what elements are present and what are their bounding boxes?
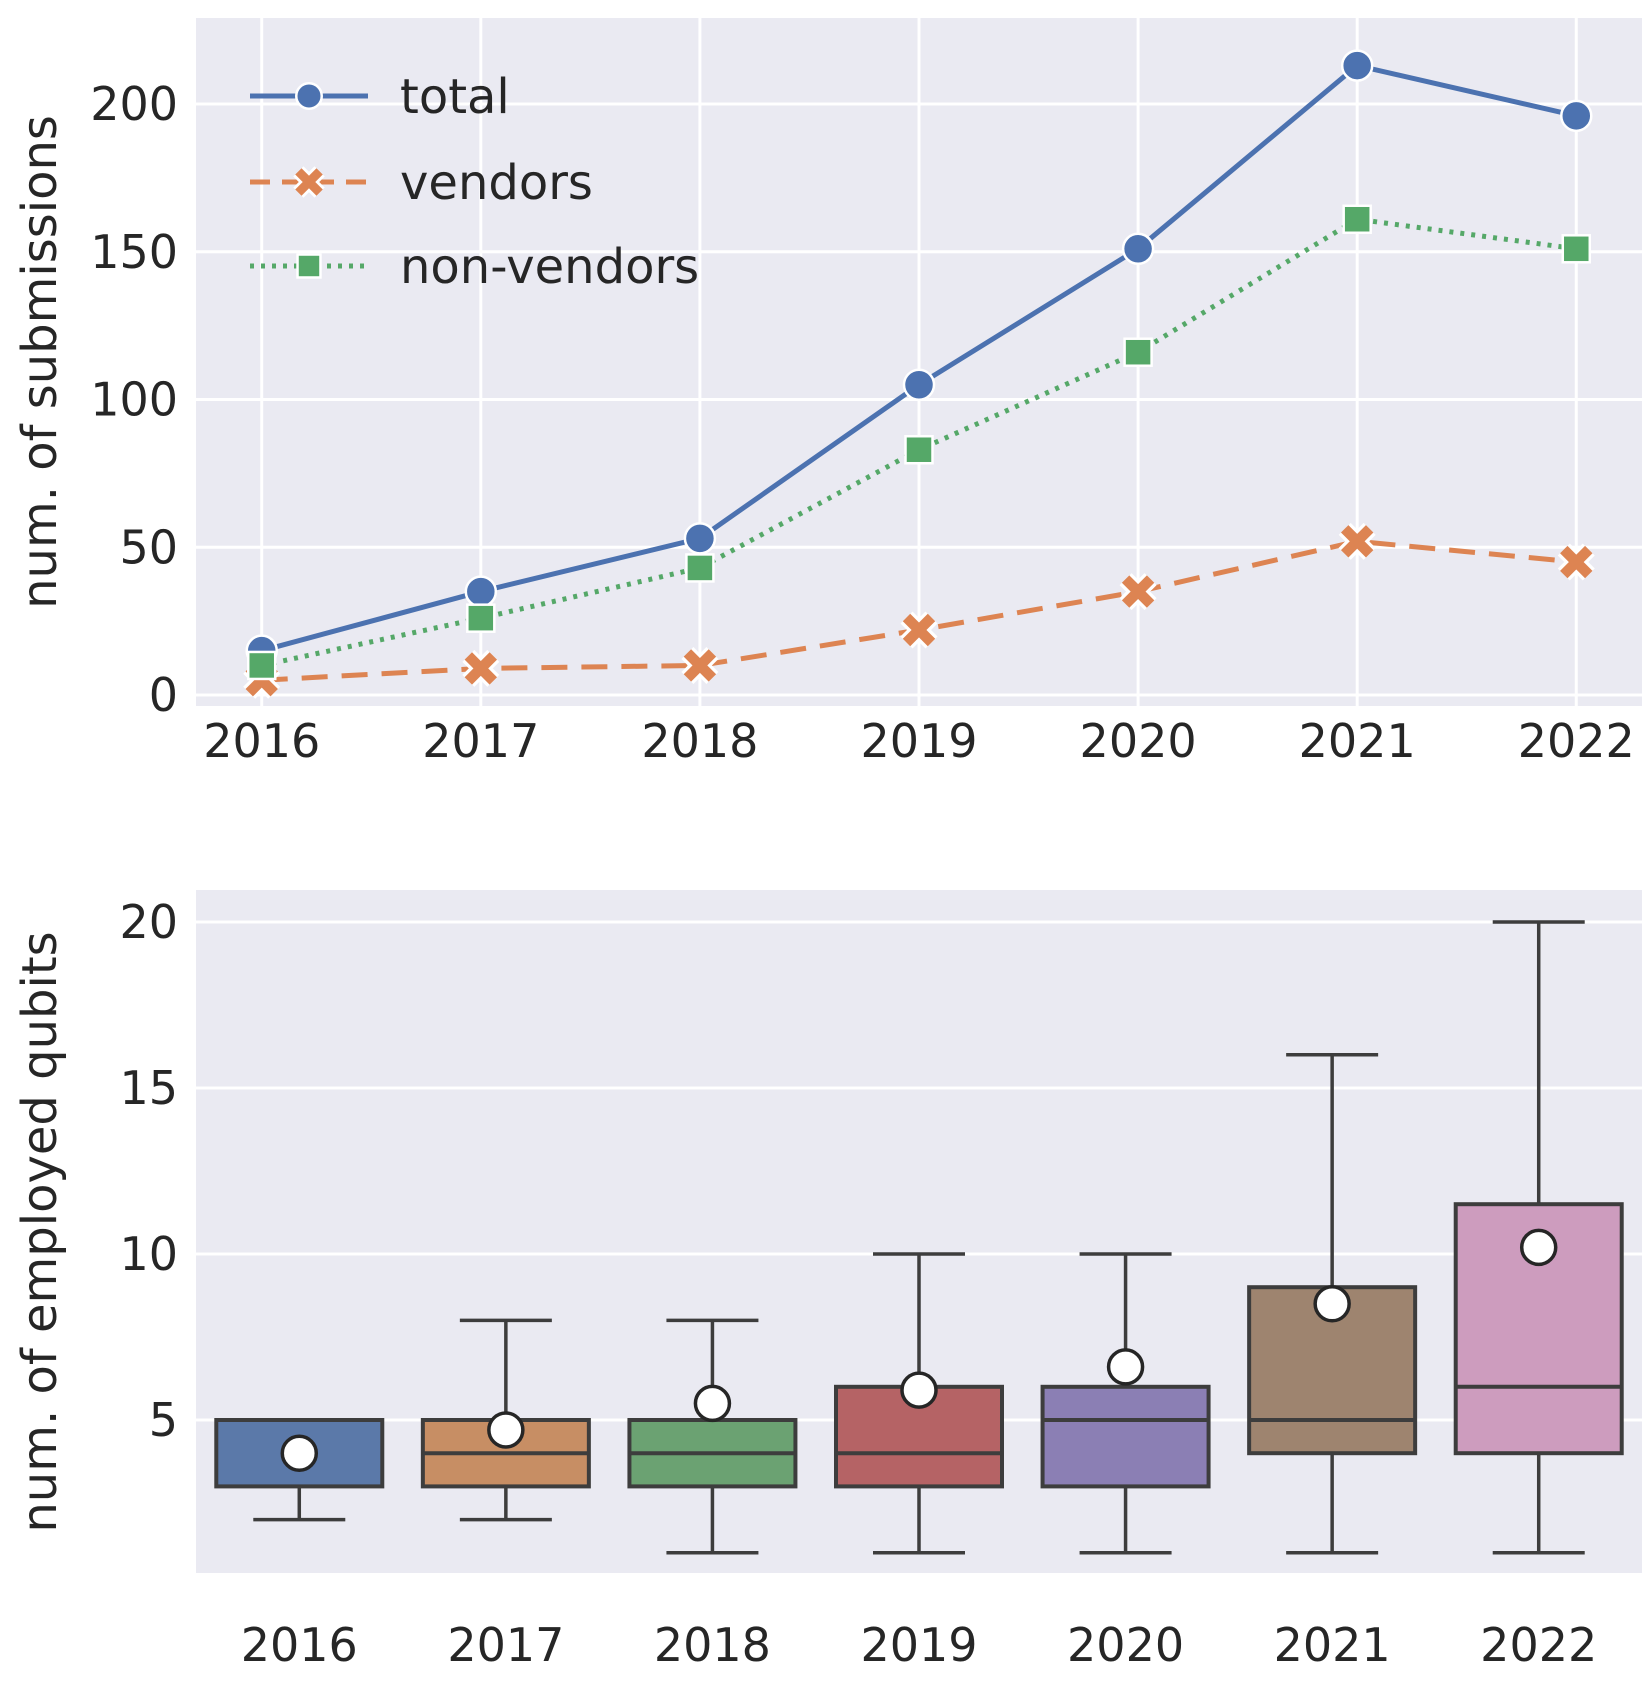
x-marker: [683, 649, 717, 682]
box-2019: [834, 1252, 1004, 1555]
x-tick-label: 2017: [447, 1618, 564, 1672]
legend-entry-non-vendors: non-vendors: [250, 239, 699, 295]
square-marker: [1561, 234, 1592, 264]
line-series: [243, 49, 1595, 699]
x-tick-label: 2022: [1518, 714, 1635, 768]
x-tick-label: 2019: [860, 1618, 977, 1672]
legend-label: vendors: [400, 155, 593, 211]
circle-marker: [1121, 232, 1155, 266]
x-tick-label: 2020: [1067, 1618, 1184, 1672]
x-tick-labels: 2016 2017 2018 2019 2020 2021 2022: [203, 714, 1635, 768]
qubits-box-chart: 5 10 15 20 2016 2017 2018 2019 2020 2021 2022 num…: [12, 890, 1642, 1672]
submissions-line-chart: 0 50 100 150 200 2016 2017 2018 2019 2020 2021 202…: [12, 18, 1642, 768]
legend-label: non-vendors: [400, 239, 699, 295]
x-marker: [1121, 575, 1155, 608]
square-marker: [685, 553, 715, 583]
y-tick-label: 10: [119, 1227, 178, 1281]
x-tick-label: 2021: [1299, 714, 1416, 768]
y-tick-label: 150: [90, 225, 178, 279]
box-2017: [420, 1318, 591, 1522]
x-marker: [295, 168, 323, 196]
circle-marker: [1560, 99, 1593, 133]
box-2018: [627, 1318, 798, 1555]
x-tick-label: 2017: [422, 714, 539, 768]
x-tick-label: 2018: [641, 714, 758, 768]
mean-marker: [693, 1384, 732, 1423]
x-marker: [1340, 525, 1374, 558]
x-tick-label: 2019: [860, 714, 977, 768]
square-marker: [1342, 204, 1372, 234]
legend-entry-vendors: vendors: [250, 155, 593, 211]
square-marker: [466, 603, 496, 633]
legend-entry-total: total: [250, 69, 510, 125]
square-marker: [246, 650, 277, 681]
x-tick-label: 2016: [203, 714, 320, 768]
x-marker: [1560, 545, 1593, 579]
circle-marker: [683, 522, 717, 555]
x-tick-label: 2022: [1480, 1618, 1597, 1672]
series-non-vendors: [246, 204, 1592, 681]
mean-marker: [1519, 1228, 1558, 1267]
mean-marker: [487, 1411, 525, 1449]
box-series: [214, 920, 1624, 1555]
mean-marker: [1313, 1285, 1351, 1323]
mean-marker: [900, 1371, 938, 1409]
legend-label: total: [400, 69, 510, 125]
y-tick-label: 100: [90, 373, 178, 427]
iqr-box: [1453, 1202, 1624, 1456]
square-marker: [904, 434, 934, 465]
circle-marker: [464, 575, 498, 608]
y-tick-label: 20: [119, 895, 178, 949]
y-tick-labels: 5 10 15 20: [119, 895, 178, 1447]
iqr-box: [1040, 1384, 1211, 1489]
y-tick-label: 50: [119, 520, 178, 574]
y-tick-label: 0: [149, 668, 178, 722]
circle-marker: [295, 82, 323, 110]
y-axis-label-submissions: num. of submissions: [12, 115, 68, 609]
x-marker: [902, 613, 936, 647]
x-tick-label: 2018: [654, 1618, 771, 1672]
box-2020: [1040, 1252, 1211, 1555]
square-marker: [296, 253, 322, 279]
box-2022: [1453, 920, 1624, 1555]
x-tick-label: 2020: [1080, 714, 1197, 768]
x-tick-label: 2016: [241, 1618, 358, 1672]
y-tick-labels: 0 50 100 150 200: [90, 77, 178, 722]
legend: total vendors non-vendors: [250, 69, 699, 295]
x-tick-labels: 2016 2017 2018 2019 2020 2021 2022: [241, 1618, 1598, 1672]
y-tick-label: 5: [149, 1393, 178, 1447]
mean-marker: [280, 1434, 319, 1472]
circle-marker: [902, 368, 936, 401]
y-axis-label-qubits: num. of employed qubits: [12, 931, 68, 1532]
y-tick-label: 15: [119, 1061, 178, 1115]
y-tick-label: 200: [90, 77, 178, 131]
mean-marker: [1106, 1348, 1145, 1386]
square-marker: [1123, 337, 1153, 367]
box-2016: [214, 1418, 385, 1522]
circle-marker: [1340, 49, 1374, 82]
x-marker: [464, 652, 498, 685]
x-tick-label: 2021: [1274, 1618, 1391, 1672]
box-2021: [1247, 1053, 1418, 1555]
